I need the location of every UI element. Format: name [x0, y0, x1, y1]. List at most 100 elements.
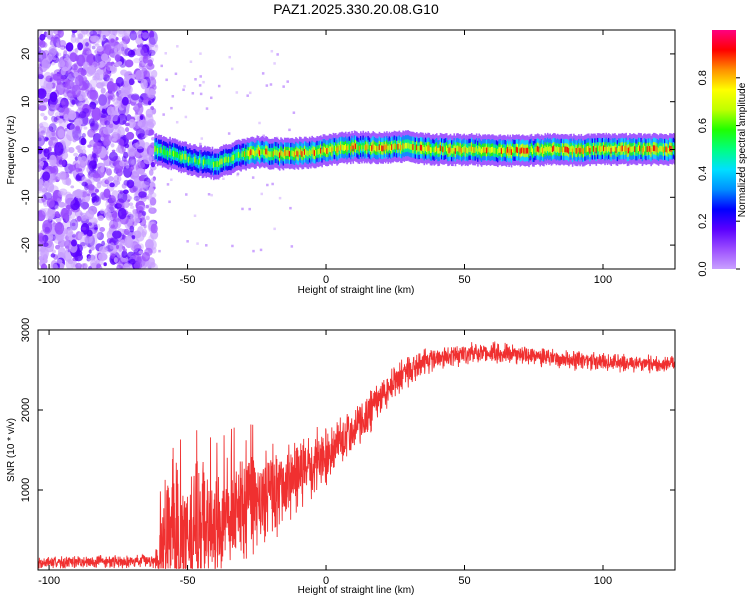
noise-cell [182, 88, 185, 92]
noise-cell [148, 186, 155, 195]
noise-cell [81, 148, 87, 155]
snr-x-label: Height of straight line (km) [298, 585, 415, 596]
noise-cell [103, 166, 109, 173]
ridge-cell [586, 146, 589, 152]
noise-cell [231, 67, 234, 71]
noise-cell [45, 75, 53, 83]
noise-cell [77, 33, 84, 40]
noise-cell [51, 249, 57, 254]
figure-title: PAZ1.2025.330.20.08.G10 [273, 1, 439, 17]
noise-cell [38, 134, 44, 148]
ridge-cell [550, 147, 553, 154]
noise-cell [57, 246, 66, 257]
ridge-cell [207, 159, 210, 165]
noise-cell [292, 111, 296, 114]
ridge-cell [598, 145, 600, 152]
ridge-cell [399, 144, 402, 151]
ridge-cell [631, 146, 634, 153]
noise-cell [42, 219, 53, 234]
noise-cell [87, 255, 96, 262]
noise-cell [115, 244, 120, 250]
noise-cell [120, 69, 128, 76]
ridge-cell [437, 147, 439, 154]
noise-cell [89, 89, 99, 101]
ridge-cell [574, 147, 576, 154]
ridge-cell [403, 143, 406, 150]
ridge-cell [378, 144, 381, 150]
ridge-cell [335, 145, 337, 152]
ridge-cell [328, 146, 331, 152]
ridge-cell [581, 148, 584, 155]
ridge-cell [359, 143, 362, 150]
noise-cell [132, 208, 137, 214]
ridge-cell [246, 150, 249, 156]
noise-cell [140, 30, 149, 41]
noise-cell [57, 129, 65, 139]
noise-cell [128, 158, 135, 166]
noise-cell [118, 139, 125, 147]
noise-cell [147, 49, 156, 57]
y-tick-label: 2000 [20, 398, 32, 422]
noise-cell [122, 248, 127, 252]
noise-cell [134, 181, 139, 187]
noise-cell [125, 131, 135, 140]
ridge-cell [447, 147, 449, 154]
noise-cell [140, 47, 150, 57]
colorbar-tick-label: 0.8 [697, 70, 709, 85]
noise-cell [141, 211, 147, 216]
ridge-cell [639, 145, 641, 152]
ridge-cell [154, 146, 156, 152]
noise-cell [110, 143, 115, 148]
noise-cell [71, 30, 78, 34]
noise-cell [60, 67, 66, 76]
ridge-cell [361, 145, 363, 151]
ridge-cell [170, 152, 173, 158]
ridge-cell [215, 161, 217, 168]
noise-cell [128, 78, 135, 86]
ridge-cell [396, 144, 398, 150]
ridge-cell [489, 147, 492, 154]
noise-cell [110, 224, 116, 229]
noise-cell [75, 262, 82, 269]
noise-cell [138, 119, 149, 130]
noise-cell [93, 142, 102, 155]
noise-cell [148, 262, 158, 269]
noise-cell [122, 165, 133, 178]
ridge-cell [255, 150, 257, 156]
noise-cell [142, 55, 149, 64]
noise-cell [39, 40, 46, 48]
noise-cell [80, 201, 90, 210]
noise-cell [124, 143, 130, 149]
noise-cell [88, 265, 93, 269]
noise-cell [151, 69, 158, 78]
noise-cell [227, 132, 231, 135]
noise-cell [54, 205, 60, 210]
noise-cell [46, 137, 50, 141]
ridge-cell [443, 146, 446, 153]
ridge-cell [607, 145, 610, 152]
ridge-cell [553, 145, 555, 152]
ridge-cell [654, 145, 656, 152]
ridge-cell [513, 147, 515, 154]
snr-plot-area [38, 341, 675, 570]
noise-cell [183, 85, 186, 88]
ridge-cell [538, 146, 540, 153]
noise-cell [147, 203, 152, 210]
x-tick-label: 0 [323, 274, 329, 286]
noise-cell [111, 83, 118, 92]
ridge-cell [646, 146, 649, 152]
ridge-cell [225, 156, 227, 163]
noise-cell [41, 187, 48, 193]
ridge-cell [634, 146, 636, 153]
y-tick-label: 3000 [20, 318, 32, 342]
noise-cell [210, 193, 213, 197]
ridge-cell [382, 145, 384, 152]
ridge-cell [307, 150, 310, 157]
ridge-cell [578, 146, 580, 153]
ridge-cell [368, 145, 371, 151]
ridge-cell [442, 146, 444, 153]
noise-cell [114, 54, 121, 63]
ridge-cell [285, 150, 287, 157]
ridge-cell [431, 147, 433, 154]
ridge-cell [419, 144, 422, 151]
